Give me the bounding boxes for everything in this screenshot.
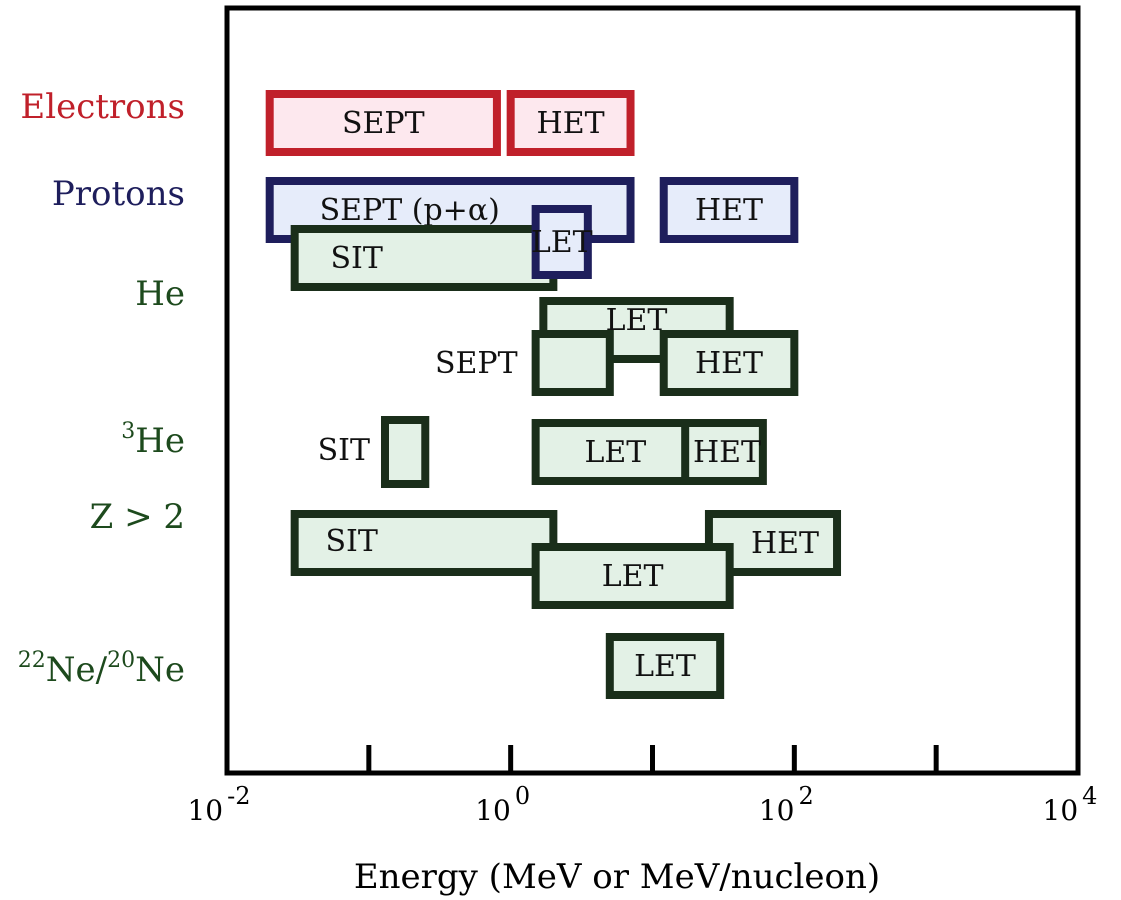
x-tick-label: 10 2	[759, 782, 814, 827]
bar-label: HET	[693, 435, 761, 470]
bar-rect	[290, 510, 558, 576]
bar-label: SIT	[325, 524, 377, 559]
bar-rect	[531, 543, 734, 609]
row-label-0: Electrons	[20, 87, 185, 127]
bar-rect	[531, 205, 592, 279]
bar-let-row-4: LET	[531, 543, 734, 609]
bar-rect	[265, 90, 501, 156]
bar-sit-row-3: SIT	[318, 416, 430, 488]
bar-label: SEPT	[435, 346, 518, 381]
bar-rect	[659, 330, 799, 396]
bar-sept-row-2: SEPT	[435, 330, 614, 396]
bar-sept-row-0: SEPT	[265, 90, 501, 156]
ticks-layer: 10 -2 10 0 10 2 10 4	[187, 745, 1097, 827]
bar-label: LET	[634, 649, 696, 684]
bar-label: LET	[606, 303, 668, 338]
bar-rect	[506, 90, 635, 156]
row-label-1: Protons	[52, 174, 185, 214]
bar-rect	[380, 416, 430, 488]
row-label-4: Z > 2	[90, 497, 185, 537]
bar-het-row-0: HET	[506, 90, 635, 156]
row-label-2: He	[135, 274, 185, 314]
bar-rect	[681, 419, 767, 485]
bar-let-row-1: LET	[531, 205, 593, 279]
bars-layer: SEPT HET SEPT (p+α) HET SIT LET SEPT HET SIT LET H…	[265, 90, 842, 699]
bar-rect	[605, 633, 725, 699]
bar-let-row-5: LET	[605, 633, 725, 699]
bar-label: HET	[695, 346, 763, 381]
bar-rect	[659, 177, 799, 243]
row-labels: Electrons Protons He 3He Z > 2 22Ne/20Ne	[18, 87, 185, 690]
bar-sit-row-2: SIT	[290, 225, 558, 291]
bar-het-row-1: HET	[659, 177, 799, 243]
bar-label: LET	[602, 559, 664, 594]
bar-sit-row-4: SIT	[290, 510, 558, 576]
row-label-5: 22Ne/20Ne	[18, 648, 185, 690]
x-tick-label: 10 -2	[187, 782, 250, 827]
bar-het-row-2: HET	[659, 330, 799, 396]
bar-label: LET	[531, 225, 593, 260]
bar-het-row-3: HET	[681, 419, 767, 485]
bar-rect	[531, 330, 614, 396]
bar-let-row-3: LET	[531, 419, 700, 485]
bar-label: LET	[584, 435, 646, 470]
bar-label: HET	[695, 193, 763, 228]
bar-label: SEPT (p+α)	[320, 193, 500, 228]
bar-label: SEPT	[342, 106, 425, 141]
x-axis-title: Energy (MeV or MeV/nucleon)	[354, 857, 880, 897]
x-tick-label: 10 0	[475, 782, 530, 827]
bar-label: SIT	[330, 241, 382, 276]
x-tick-label: 10 4	[1043, 782, 1098, 827]
bar-label: HET	[751, 526, 819, 561]
bar-label: HET	[537, 106, 605, 141]
bar-label: SIT	[318, 433, 370, 468]
row-label-3: 3He	[121, 419, 185, 461]
